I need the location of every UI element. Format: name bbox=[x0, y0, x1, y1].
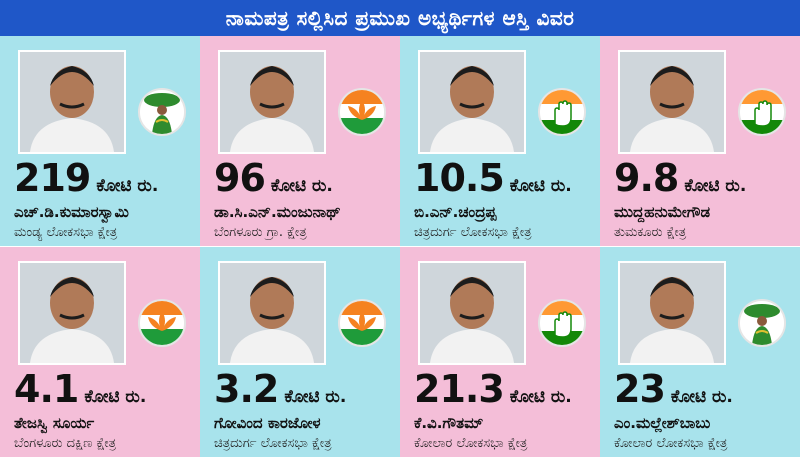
party-logo bbox=[338, 88, 386, 136]
candidate-photo bbox=[618, 50, 726, 154]
candidate-photo bbox=[18, 261, 126, 365]
candidate-card: 21.3 ಕೋಟಿ ರು. ಕೆ.ವಿ.ಗೌತಮ್ ಕೋಲಾರ ಲೋಕಸಭಾ ಕ್… bbox=[400, 247, 600, 457]
candidate-photo bbox=[18, 50, 126, 154]
candidate-photo bbox=[418, 261, 526, 365]
candidate-photo bbox=[418, 50, 526, 154]
candidate-name: ಎಂ.ಮಲ್ಲೇಶ್‌ಬಾಬು bbox=[614, 414, 711, 432]
candidate-photo bbox=[218, 50, 326, 154]
asset-value: 10.5 ಕೋಟಿ ರು. bbox=[414, 156, 572, 200]
asset-value: 4.1 ಕೋಟಿ ರು. bbox=[14, 367, 146, 411]
person-silhouette-icon bbox=[20, 52, 124, 152]
hand-icon bbox=[540, 301, 584, 345]
candidate-constituency: ಬೆಂಗಳೂರು ದಕ್ಷಿಣ ಕ್ಷೇತ್ರ bbox=[14, 436, 117, 451]
candidate-card: 219 ಕೋಟಿ ರು. ಎಚ್.ಡಿ.ಕುಮಾರಸ್ವಾಮಿ ಮಂಡ್ಯ ಲೋಕ… bbox=[0, 36, 200, 246]
page-title: ನಾಮಪತ್ರ ಸಲ್ಲಿಸಿದ ಪ್ರಮುಖ ಅಭ್ಯರ್ಥಿಗಳ ಆಸ್ತಿ… bbox=[0, 0, 800, 36]
asset-unit: ಕೋಟಿ ರು. bbox=[670, 387, 733, 407]
candidate-constituency: ತುಮಕೂರು ಕ್ಷೇತ್ರ bbox=[614, 225, 687, 240]
asset-unit: ಕೋಟಿ ರು. bbox=[509, 176, 572, 196]
person-silhouette-icon bbox=[620, 52, 724, 152]
candidate-constituency: ಬೆಂಗಳೂರು ಗ್ರಾ. ಕ್ಷೇತ್ರ bbox=[214, 225, 307, 240]
asset-amount: 10.5 bbox=[414, 156, 505, 200]
candidate-constituency: ಕೋಲಾರ ಲೋಕಸಭಾ ಕ್ಷೇತ್ರ bbox=[414, 436, 528, 451]
farmer-woman-icon bbox=[740, 301, 784, 345]
candidate-constituency: ಚಿತ್ರದುರ್ಗ ಲೋಕಸಭಾ ಕ್ಷೇತ್ರ bbox=[214, 436, 332, 451]
candidate-card: 4.1 ಕೋಟಿ ರು. ತೇಜಸ್ವಿ ಸೂರ್ಯ ಬೆಂಗಳೂರು ದಕ್ಷಿ… bbox=[0, 247, 200, 457]
candidate-name: ಡಾ.ಸಿ.ಎನ್.ಮಂಜುನಾಥ್ bbox=[214, 203, 341, 221]
hand-icon bbox=[740, 90, 784, 134]
asset-value: 9.8 ಕೋಟಿ ರು. bbox=[614, 156, 746, 200]
candidate-name: ಗೋವಿಂದ ಕಾರಜೋಳ bbox=[214, 414, 321, 432]
asset-value: 23 ಕೋಟಿ ರು. bbox=[614, 367, 733, 411]
hand-icon bbox=[540, 90, 584, 134]
candidate-name: ಮುದ್ದಹನುಮೇಗೌಡ bbox=[614, 203, 711, 221]
asset-value: 96 ಕೋಟಿ ರು. bbox=[214, 156, 333, 200]
party-logo bbox=[338, 299, 386, 347]
party-logo bbox=[738, 299, 786, 347]
asset-unit: ಕೋಟಿ ರು. bbox=[84, 387, 147, 407]
asset-unit: ಕೋಟಿ ರು. bbox=[96, 176, 159, 196]
candidate-name: ಎಚ್.ಡಿ.ಕುಮಾರಸ್ವಾಮಿ bbox=[14, 203, 129, 221]
person-silhouette-icon bbox=[20, 263, 124, 363]
asset-amount: 21.3 bbox=[414, 367, 505, 411]
asset-amount: 4.1 bbox=[14, 367, 79, 411]
asset-unit: ಕೋಟಿ ರು. bbox=[509, 387, 572, 407]
asset-amount: 3.2 bbox=[214, 367, 279, 411]
lotus-icon bbox=[340, 90, 384, 134]
person-silhouette-icon bbox=[620, 263, 724, 363]
asset-amount: 23 bbox=[614, 367, 666, 411]
person-silhouette-icon bbox=[420, 52, 524, 152]
candidate-photo bbox=[218, 261, 326, 365]
candidate-photo bbox=[618, 261, 726, 365]
candidate-name: ಬಿ.ಎನ್.ಚಂದ್ರಪ್ಪ bbox=[414, 203, 497, 221]
candidate-card: 96 ಕೋಟಿ ರು. ಡಾ.ಸಿ.ಎನ್.ಮಂಜುನಾಥ್ ಬೆಂಗಳೂರು ಗ… bbox=[200, 36, 400, 246]
asset-value: 3.2 ಕೋಟಿ ರು. bbox=[214, 367, 346, 411]
party-logo bbox=[138, 299, 186, 347]
party-logo bbox=[538, 299, 586, 347]
candidate-constituency: ಚಿತ್ರದುರ್ಗ ಲೋಕಸಭಾ ಕ್ಷೇತ್ರ bbox=[414, 225, 532, 240]
asset-value: 219 ಕೋಟಿ ರು. bbox=[14, 156, 158, 200]
candidate-name: ತೇಜಸ್ವಿ ಸೂರ್ಯ bbox=[14, 414, 95, 432]
candidate-grid: 219 ಕೋಟಿ ರು. ಎಚ್.ಡಿ.ಕುಮಾರಸ್ವಾಮಿ ಮಂಡ್ಯ ಲೋಕ… bbox=[0, 36, 800, 457]
candidate-card: 3.2 ಕೋಟಿ ರು. ಗೋವಿಂದ ಕಾರಜೋಳ ಚಿತ್ರದುರ್ಗ ಲೋಕ… bbox=[200, 247, 400, 457]
lotus-icon bbox=[340, 301, 384, 345]
farmer-woman-icon bbox=[140, 90, 184, 134]
asset-unit: ಕೋಟಿ ರು. bbox=[684, 176, 747, 196]
party-logo bbox=[538, 88, 586, 136]
person-silhouette-icon bbox=[220, 52, 324, 152]
candidate-constituency: ಮಂಡ್ಯ ಲೋಕಸಭಾ ಕ್ಷೇತ್ರ bbox=[14, 225, 118, 240]
party-logo bbox=[138, 88, 186, 136]
candidate-name: ಕೆ.ವಿ.ಗೌತಮ್ bbox=[414, 414, 484, 432]
asset-unit: ಕೋಟಿ ರು. bbox=[270, 176, 333, 196]
lotus-icon bbox=[140, 301, 184, 345]
asset-unit: ಕೋಟಿ ರು. bbox=[284, 387, 347, 407]
asset-amount: 219 bbox=[14, 156, 91, 200]
candidate-card: 10.5 ಕೋಟಿ ರು. ಬಿ.ಎನ್.ಚಂದ್ರಪ್ಪ ಚಿತ್ರದುರ್ಗ … bbox=[400, 36, 600, 246]
asset-amount: 96 bbox=[214, 156, 266, 200]
candidate-constituency: ಕೋಲಾರ ಲೋಕಸಭಾ ಕ್ಷೇತ್ರ bbox=[614, 436, 728, 451]
candidate-card: 9.8 ಕೋಟಿ ರು. ಮುದ್ದಹನುಮೇಗೌಡ ತುಮಕೂರು ಕ್ಷೇತ್… bbox=[600, 36, 800, 246]
asset-value: 21.3 ಕೋಟಿ ರು. bbox=[414, 367, 572, 411]
candidate-card: 23 ಕೋಟಿ ರು. ಎಂ.ಮಲ್ಲೇಶ್‌ಬಾಬು ಕೋಲಾರ ಲೋಕಸಭಾ … bbox=[600, 247, 800, 457]
asset-amount: 9.8 bbox=[614, 156, 679, 200]
person-silhouette-icon bbox=[420, 263, 524, 363]
party-logo bbox=[738, 88, 786, 136]
person-silhouette-icon bbox=[220, 263, 324, 363]
